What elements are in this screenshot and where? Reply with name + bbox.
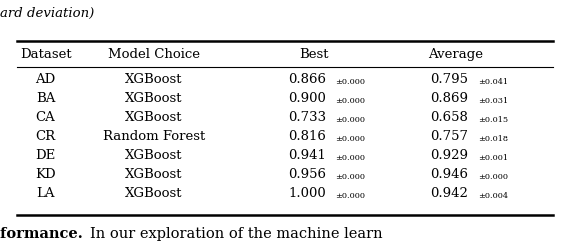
Text: ±0.000: ±0.000 (335, 135, 365, 143)
Text: Model Choice: Model Choice (108, 49, 200, 61)
Text: 0.942: 0.942 (430, 187, 469, 200)
Text: XGBoost: XGBoost (125, 149, 182, 162)
Text: 0.866: 0.866 (288, 73, 326, 86)
Text: ±0.041: ±0.041 (478, 78, 508, 86)
Text: 0.956: 0.956 (288, 168, 326, 181)
Text: CA: CA (36, 111, 55, 124)
Text: 0.816: 0.816 (288, 130, 326, 143)
Text: XGBoost: XGBoost (125, 168, 182, 181)
Text: ±0.015: ±0.015 (478, 116, 508, 124)
Text: ±0.004: ±0.004 (478, 192, 508, 200)
Text: 0.757: 0.757 (430, 130, 469, 143)
Text: XGBoost: XGBoost (125, 73, 182, 86)
Text: ±0.000: ±0.000 (335, 154, 365, 162)
Text: 0.946: 0.946 (430, 168, 469, 181)
Text: Average: Average (429, 49, 483, 61)
Text: 0.929: 0.929 (430, 149, 469, 162)
Text: ard deviation): ard deviation) (0, 7, 94, 20)
Text: Random Forest: Random Forest (103, 130, 205, 143)
Text: AD: AD (35, 73, 56, 86)
Text: Dataset: Dataset (20, 49, 71, 61)
Text: 0.733: 0.733 (288, 111, 326, 124)
Text: 0.869: 0.869 (430, 92, 469, 105)
Text: KD: KD (35, 168, 56, 181)
Text: LA: LA (36, 187, 55, 200)
Text: XGBoost: XGBoost (125, 92, 182, 105)
Text: ±0.001: ±0.001 (478, 154, 508, 162)
Text: DE: DE (35, 149, 56, 162)
Text: formance.: formance. (0, 227, 88, 241)
Text: ±0.000: ±0.000 (478, 173, 508, 181)
Text: ±0.018: ±0.018 (478, 135, 508, 143)
Text: 0.795: 0.795 (430, 73, 469, 86)
Text: ±0.000: ±0.000 (335, 173, 365, 181)
Text: XGBoost: XGBoost (125, 187, 182, 200)
Text: ±0.000: ±0.000 (335, 78, 365, 86)
Text: In our exploration of the machine learn: In our exploration of the machine learn (90, 227, 382, 241)
Text: 0.658: 0.658 (430, 111, 469, 124)
Text: ±0.000: ±0.000 (335, 192, 365, 200)
Text: CR: CR (35, 130, 56, 143)
Text: BA: BA (36, 92, 55, 105)
Text: 1.000: 1.000 (288, 187, 326, 200)
Text: 0.900: 0.900 (288, 92, 326, 105)
Text: ±0.000: ±0.000 (335, 116, 365, 124)
Text: Best: Best (299, 49, 328, 61)
Text: ±0.031: ±0.031 (478, 97, 508, 105)
Text: ±0.000: ±0.000 (335, 97, 365, 105)
Text: 0.941: 0.941 (288, 149, 326, 162)
Text: XGBoost: XGBoost (125, 111, 182, 124)
